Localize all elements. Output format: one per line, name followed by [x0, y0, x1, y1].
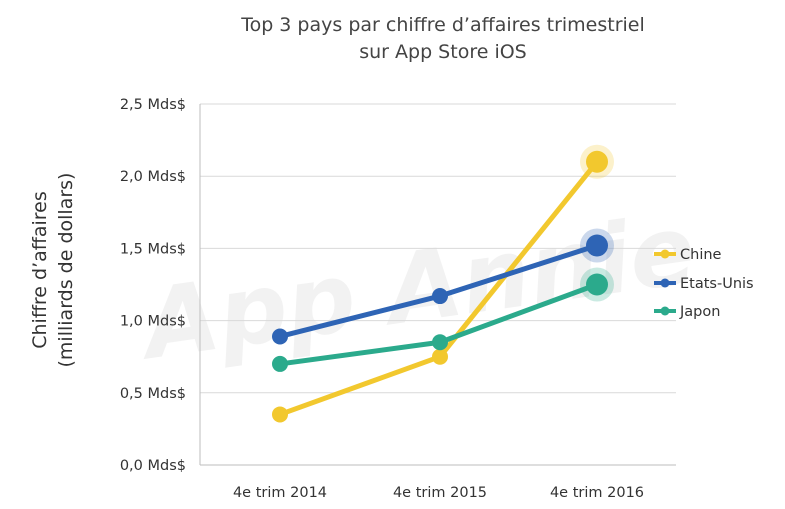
legend-label: Japon: [679, 304, 720, 320]
legend-item-chine: Chine: [654, 247, 722, 263]
x-tick-label: 4e trim 2015: [393, 485, 487, 501]
legend-item-etats-unis: Etats-Unis: [654, 276, 754, 292]
y-tick-label: 2,0 Mds$: [120, 169, 186, 185]
legend-swatch-marker: [660, 306, 670, 316]
data-point: [272, 328, 288, 345]
y-axis-label-unit: (milliards de dollars): [55, 173, 77, 368]
data-point: [432, 288, 448, 305]
y-tick-label: 0,0 Mds$: [120, 458, 186, 474]
data-point: [272, 355, 288, 372]
data-point: [586, 234, 608, 257]
data-point: [432, 334, 448, 351]
y-tick-label: 0,5 Mds$: [120, 386, 186, 402]
data-point: [586, 150, 608, 173]
chart-title: Top 3 pays par chiffre d’affaires trimes…: [240, 14, 645, 36]
legend-label: Chine: [680, 247, 722, 263]
series-group: [272, 144, 614, 423]
x-tick-label: 4e trim 2016: [550, 485, 644, 501]
data-point: [272, 406, 288, 423]
legend-label: Etats-Unis: [680, 276, 754, 292]
y-tick-label: 2,5 Mds$: [120, 97, 186, 113]
x-tick-label: 4e trim 2014: [233, 485, 327, 501]
x-axis-ticks: 4e trim 2014 4e trim 2015 4e trim 2016: [233, 485, 644, 501]
legend: Chine Etats-Unis Japon: [654, 247, 754, 320]
y-tick-label: 1,5 Mds$: [120, 241, 186, 257]
watermark: App Annie: [130, 193, 701, 382]
data-point: [586, 273, 608, 296]
legend-item-japon: Japon: [654, 304, 720, 320]
data-point: [432, 348, 448, 365]
legend-swatch-marker: [660, 278, 670, 288]
y-axis-ticks: 0,0 Mds$ 0,5 Mds$ 1,0 Mds$ 1,5 Mds$ 2,0 Mds$…: [120, 97, 186, 474]
y-tick-label: 1,0 Mds$: [120, 314, 186, 330]
legend-swatch-marker: [660, 249, 670, 259]
y-axis-label: Chiffre d’affaires: [29, 191, 51, 349]
chart-subtitle: sur App Store iOS: [359, 41, 527, 63]
gridlines: [199, 103, 676, 466]
